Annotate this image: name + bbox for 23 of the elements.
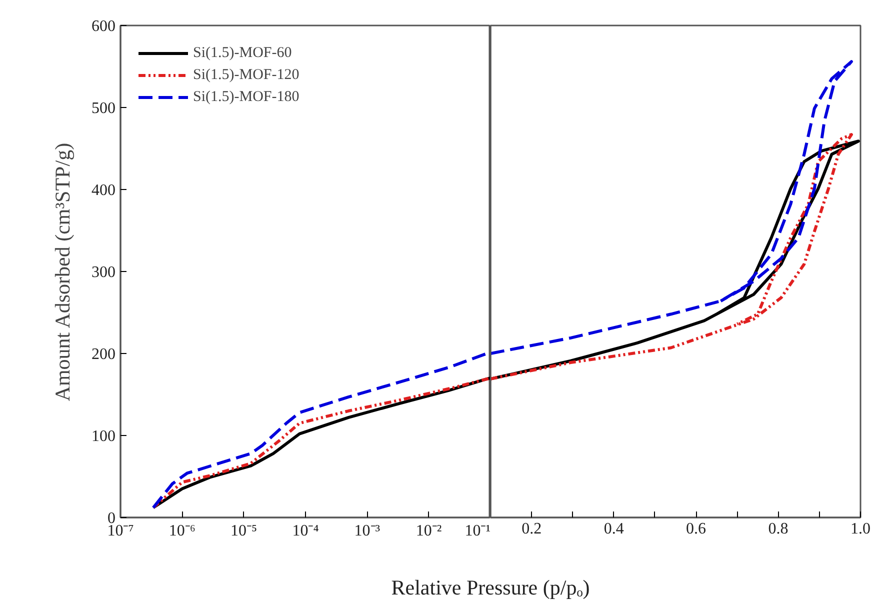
x-tick-label: 10⁻⁷	[107, 522, 134, 540]
legend-label: Si(1.5)-MOF-180	[193, 88, 300, 106]
y-tick-label: 300	[92, 264, 116, 281]
x-axis-title: Relative Pressure (p/pₒ)	[391, 576, 590, 600]
y-tick-label: 500	[92, 100, 116, 117]
x-tick-label: 10⁻³	[354, 522, 380, 540]
x-tick-label: 1.0	[850, 520, 870, 538]
x-tick-label: 0.2	[522, 520, 542, 538]
legend-label: Si(1.5)-MOF-120	[193, 66, 300, 84]
x-tick-label: 0.4	[604, 520, 624, 538]
y-axis-title: Amount Adsorbed (cm³STP/g)	[50, 142, 74, 402]
y-tick-label: 400	[92, 182, 116, 199]
legend-label: Si(1.5)-MOF-60	[193, 44, 292, 62]
x-tick-label: 0.6	[686, 520, 706, 538]
x-tick-label: 10⁻⁵	[230, 522, 258, 540]
x-tick-label: 10⁻²	[416, 522, 442, 540]
x-tick-label: 10⁻⁴	[292, 522, 320, 540]
x-tick-label: 10⁻⁶	[168, 522, 196, 540]
x-tick-label: 10⁻¹	[464, 522, 491, 540]
x-tick-label: 0.8	[768, 520, 788, 538]
y-tick-label: 200	[92, 346, 116, 363]
y-tick-label: 600	[92, 18, 116, 35]
y-tick-label: 100	[92, 428, 116, 445]
